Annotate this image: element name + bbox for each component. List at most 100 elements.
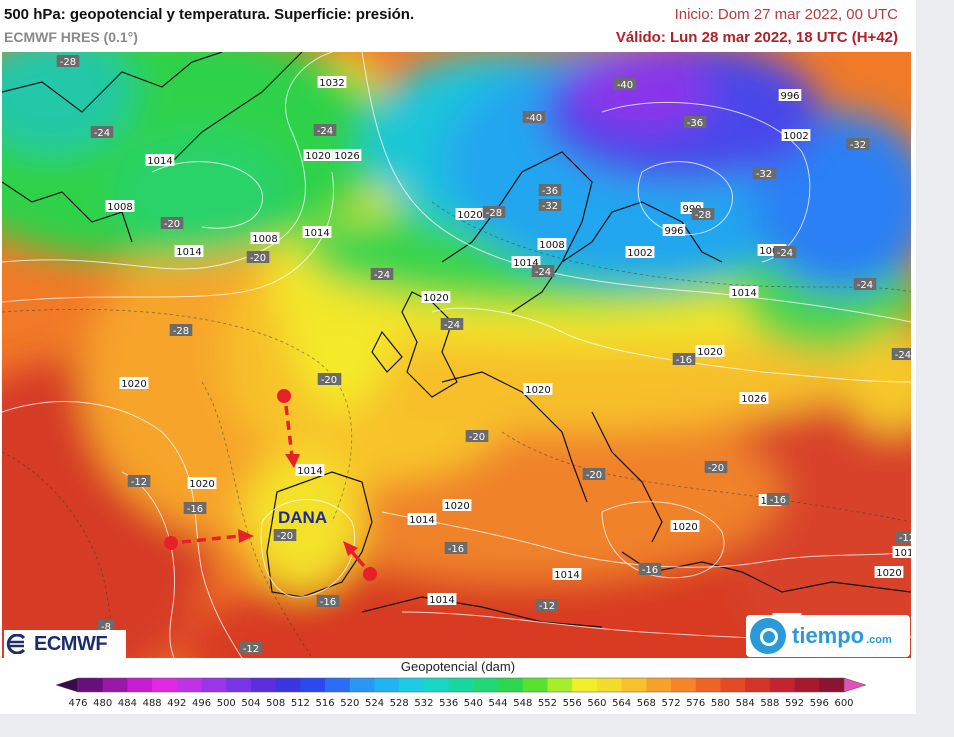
isobar-label-text: 1020 [876,568,901,579]
isobar-label-box [105,200,135,212]
isobar-label-box [729,286,759,298]
legend-tick: 564 [612,698,632,709]
temperature-label-text: -28 [60,57,76,68]
temperature-label: -36 [683,116,707,129]
temperature-label: -24 [773,246,797,259]
ecmwf-logo: ECMWF [4,630,126,658]
isobar-label-text: 1014 [554,570,579,581]
temperature-label-text: -12 [131,477,147,488]
legend-swatch [325,678,351,692]
temperature-label-text: -40 [526,113,542,124]
isobar-label-box [295,464,325,476]
isobar-label: 1014 [407,513,437,526]
legend-tick: 584 [735,698,755,709]
isobar-label: 1032 [317,76,347,89]
temperature-label-box [183,502,207,514]
temperature-label: -28 [169,324,193,337]
temperature-label: -24 [891,348,911,361]
isobar-label-text: 1020 [121,379,146,390]
isobar-label: 1020 [523,383,553,396]
isobar-label: 1008 [105,200,135,213]
legend-swatch [671,678,697,692]
legend-tick: 476 [68,698,88,709]
isobar-label: 1014 [427,593,457,606]
isobar-label: 996 [662,224,686,237]
legend-swatch [152,678,178,692]
temperature-label-box [97,620,115,632]
temperature-label-box [773,246,797,258]
temperature-label: -16 [766,493,790,506]
isobar-label-text: 1014 [176,247,201,258]
isobar-label-text: 1002 [783,131,808,142]
isobar-label: 1020 [119,377,149,390]
tiempo-logo: tiempo .com [746,615,910,657]
isobar-label-text: 1008 [539,240,564,251]
legend-tick: 552 [537,698,558,709]
isobar-label: 1014 [145,154,175,167]
temperature-label-box [846,138,870,150]
isobar-label: 1002 [625,246,655,259]
temperature-label-box [440,318,464,330]
temperature-label-box [239,642,263,654]
temperature-label: -16 [316,595,340,608]
temperature-label-text: -36 [687,118,703,129]
temperature-label-box [482,206,506,218]
temperature-label: -20 [465,430,489,443]
legend-swatch [201,678,227,692]
isobar-label-text: 1026 [334,151,359,162]
legend-swatch [102,678,128,692]
temperature-label-box [535,599,559,611]
temperature-label-text: -24 [94,128,110,139]
temperature-label: -12 [535,599,559,612]
isobar-label: 1020 [442,499,472,512]
temperature-label-box [465,430,489,442]
temperature-label-text: -24 [777,248,793,259]
legend-swatch [745,678,771,692]
arrow-head-west [238,529,254,543]
isobar-label-text: 996 [664,226,683,237]
isobar-label-box [421,291,451,303]
valid-time: Válido: Lun 28 mar 2022, 18 UTC (H+42) [615,29,898,46]
isobar-label-text: 1020 [444,501,469,512]
temperature-label-text: -24 [317,126,333,137]
isobar-label-box [303,149,333,161]
isobar-label: 1014 [552,568,582,581]
isobar-label-box [670,520,700,532]
init-time: Inicio: Dom 27 mar 2022, 00 UTC [674,6,898,23]
tiempo-logo-text: tiempo [792,623,865,648]
legend-tick: 572 [661,698,681,709]
isobar-label: 1014 [174,245,204,258]
arrow-line-north [284,405,294,457]
legend-tick: 536 [439,698,459,709]
tiempo-logo-suffix: .com [866,634,892,646]
temperature-label: -36 [538,184,562,197]
temperature-label: -32 [538,199,562,212]
temperature-label-text: -20 [708,463,724,474]
temperature-label-text: -12 [539,601,555,612]
legend-tick: 532 [414,698,434,709]
isobar-label-text: 1020 [423,293,448,304]
isobar-label-box [552,568,582,580]
temperature-label-box [766,493,790,505]
temperature-label-text: -16 [448,544,464,555]
temperature-label-text: -20 [469,432,485,443]
isobar-label: 1020 [187,477,217,490]
legend-tick: 488 [142,698,162,709]
isobar-label-box [892,546,911,558]
legend-swatch [794,678,820,692]
temperature-label-box [853,278,877,290]
temperature-label-text: -16 [676,355,692,366]
isobar-label-text: 1008 [252,234,277,245]
legend-swatch [127,678,153,692]
temperature-label-text: -8 [101,622,111,633]
isobar-label: 1014 [295,464,325,477]
temperature-label: -16 [638,563,662,576]
legend-swatch [596,678,623,692]
temperature-label-text: -20 [250,253,266,264]
temperature-label-text: -24 [895,350,911,361]
temperature-label: -20 [317,373,341,386]
isobar-label-box [662,224,686,236]
dana-annotation: DANA [164,389,377,581]
isobar-label-text: 1014 [513,258,538,269]
isobar-label-text: 1014 [731,288,756,299]
